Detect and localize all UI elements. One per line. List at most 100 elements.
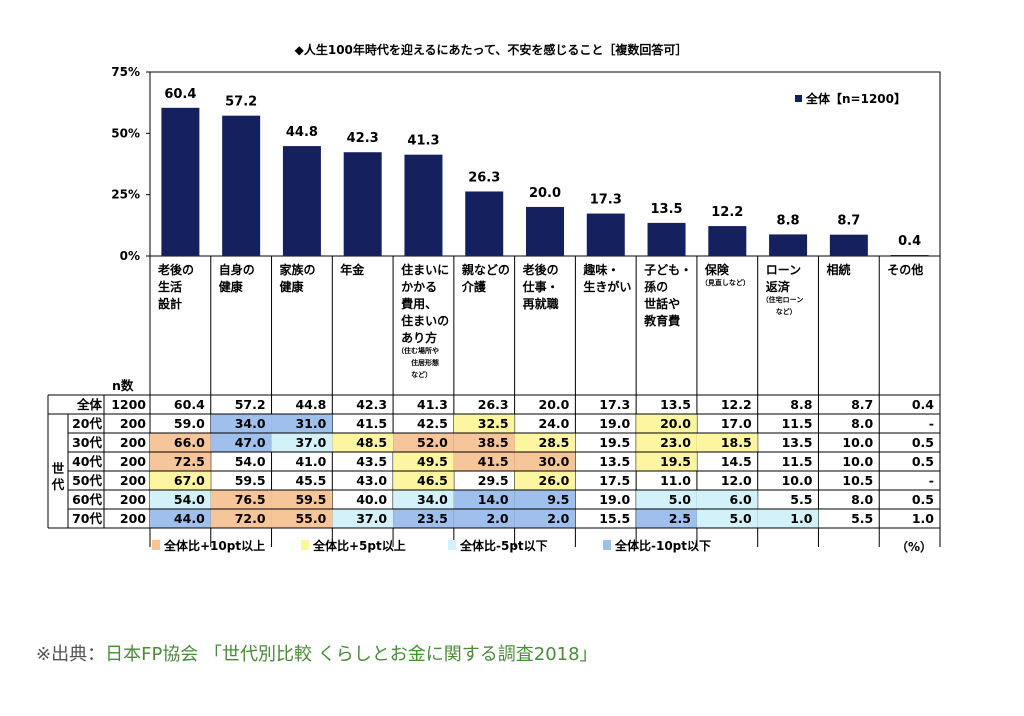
table-cell: 23.5	[417, 511, 448, 526]
bar-value-label: 60.4	[164, 87, 196, 102]
category-label: 再就職	[523, 296, 559, 311]
table-cell: 44.8	[295, 397, 326, 412]
table-cell: 17.0	[721, 416, 752, 431]
n-header: n数	[112, 378, 134, 393]
table-cell: 66.0	[174, 435, 205, 450]
table-cell: 54.0	[235, 454, 266, 469]
bar-value-label: 42.3	[347, 131, 379, 146]
table-cell: 76.5	[235, 492, 266, 507]
table-row-n: 200	[120, 454, 146, 469]
y-tick-label: 75%	[111, 65, 140, 79]
table-cell-highlight	[271, 433, 333, 452]
table-cell-highlight	[453, 490, 515, 509]
table-cell: 18.5	[721, 435, 752, 450]
table-cell: 5.0	[669, 492, 691, 507]
table-legend-swatch	[448, 540, 456, 550]
source-prefix: ※出典：	[36, 644, 106, 665]
table-cell: 11.5	[782, 454, 813, 469]
table-cell-highlight	[393, 471, 454, 490]
y-tick-label: 25%	[111, 188, 140, 202]
category-note: （住宅ローン	[762, 295, 804, 304]
table-cell: 13.5	[660, 397, 691, 412]
table-cell-highlight	[696, 433, 758, 452]
table-cell: 20.0	[660, 416, 691, 431]
table-cell-highlight	[514, 490, 576, 509]
table-cell-highlight	[271, 509, 333, 528]
bar	[829, 234, 868, 256]
table-cell: 37.0	[356, 511, 387, 526]
table-cell-highlight	[271, 414, 333, 433]
category-note: （見直しなど）	[701, 278, 750, 287]
table-group-label: 代	[51, 477, 65, 492]
table-legend-swatch	[152, 540, 160, 550]
table-cell: 30.0	[539, 454, 570, 469]
bar	[586, 213, 625, 256]
category-label: 保険	[704, 262, 730, 277]
category-label: 生活	[158, 279, 182, 294]
table-row-label: 70代	[72, 511, 102, 526]
bar-value-label: 17.3	[590, 193, 622, 208]
table-cell: 32.5	[478, 416, 509, 431]
table-cell: 31.0	[295, 416, 326, 431]
table-cell: 41.5	[478, 454, 509, 469]
table-legend-label: 全体比-10pt以下	[614, 538, 711, 553]
category-label: 介護	[461, 279, 487, 294]
unit-label: （%）	[896, 539, 932, 554]
table-cell-highlight	[636, 452, 697, 471]
category-label: 返済	[766, 279, 791, 294]
table-row-n: 200	[120, 473, 146, 488]
category-label: ローン	[766, 263, 801, 277]
table-cell: 19.0	[599, 492, 630, 507]
table-cell: 43.0	[356, 473, 387, 488]
bar	[222, 115, 261, 256]
table-cell: 17.3	[599, 397, 630, 412]
table-cell: 46.5	[417, 473, 448, 488]
table-legend-label: 全体比+10pt以上	[163, 538, 265, 553]
table-cell: 20.0	[539, 397, 570, 412]
table-cell-highlight	[636, 490, 697, 509]
table-legend-swatch	[603, 540, 611, 550]
table-cell-highlight	[514, 471, 576, 490]
table-cell-highlight	[150, 471, 211, 490]
table-cell: 19.0	[599, 416, 630, 431]
table-cell: 48.5	[356, 435, 387, 450]
table-cell: 24.0	[539, 416, 570, 431]
category-label: 趣味・	[582, 262, 619, 277]
table-cell-highlight	[636, 433, 697, 452]
table-cell: 43.5	[356, 454, 387, 469]
table-cell-highlight	[393, 433, 454, 452]
table-legend-swatch	[301, 540, 309, 550]
table-cell: 2.0	[486, 511, 508, 526]
category-note: 住居形態	[411, 358, 439, 367]
bar-value-label: 8.8	[777, 213, 800, 228]
table-cell: 14.0	[478, 492, 509, 507]
category-label: かかる	[401, 280, 437, 294]
table-cell-highlight	[210, 414, 272, 433]
bar-value-label: 20.0	[529, 186, 561, 201]
bar-value-label: 12.2	[711, 205, 743, 220]
bar-value-label: 57.2	[225, 95, 257, 110]
table-cell: 57.2	[235, 397, 266, 412]
table-row-label: 60代	[72, 492, 102, 507]
table-cell-highlight	[210, 490, 272, 509]
category-note: （住む場所や	[397, 346, 439, 355]
bar	[343, 152, 382, 256]
table-cell: 67.0	[174, 473, 205, 488]
table-cell: 49.5	[417, 454, 448, 469]
table-cell: 40.0	[356, 492, 387, 507]
legend-label: 全体【n=1200】	[805, 91, 906, 106]
table-cell: 45.5	[295, 473, 326, 488]
table-row-n: 200	[120, 492, 146, 507]
bar	[526, 206, 564, 256]
table-cell-highlight	[332, 509, 394, 528]
bar	[890, 255, 929, 256]
table-cell: 19.5	[599, 435, 630, 450]
bar	[769, 234, 808, 256]
table-cell: 11.0	[660, 473, 691, 488]
table-cell: 11.5	[782, 416, 813, 431]
table-cell: 34.0	[417, 492, 448, 507]
table-cell: 2.0	[547, 511, 569, 526]
bar-value-label: 0.4	[898, 234, 921, 249]
table-legend-label: 全体比+5pt以上	[312, 538, 406, 553]
